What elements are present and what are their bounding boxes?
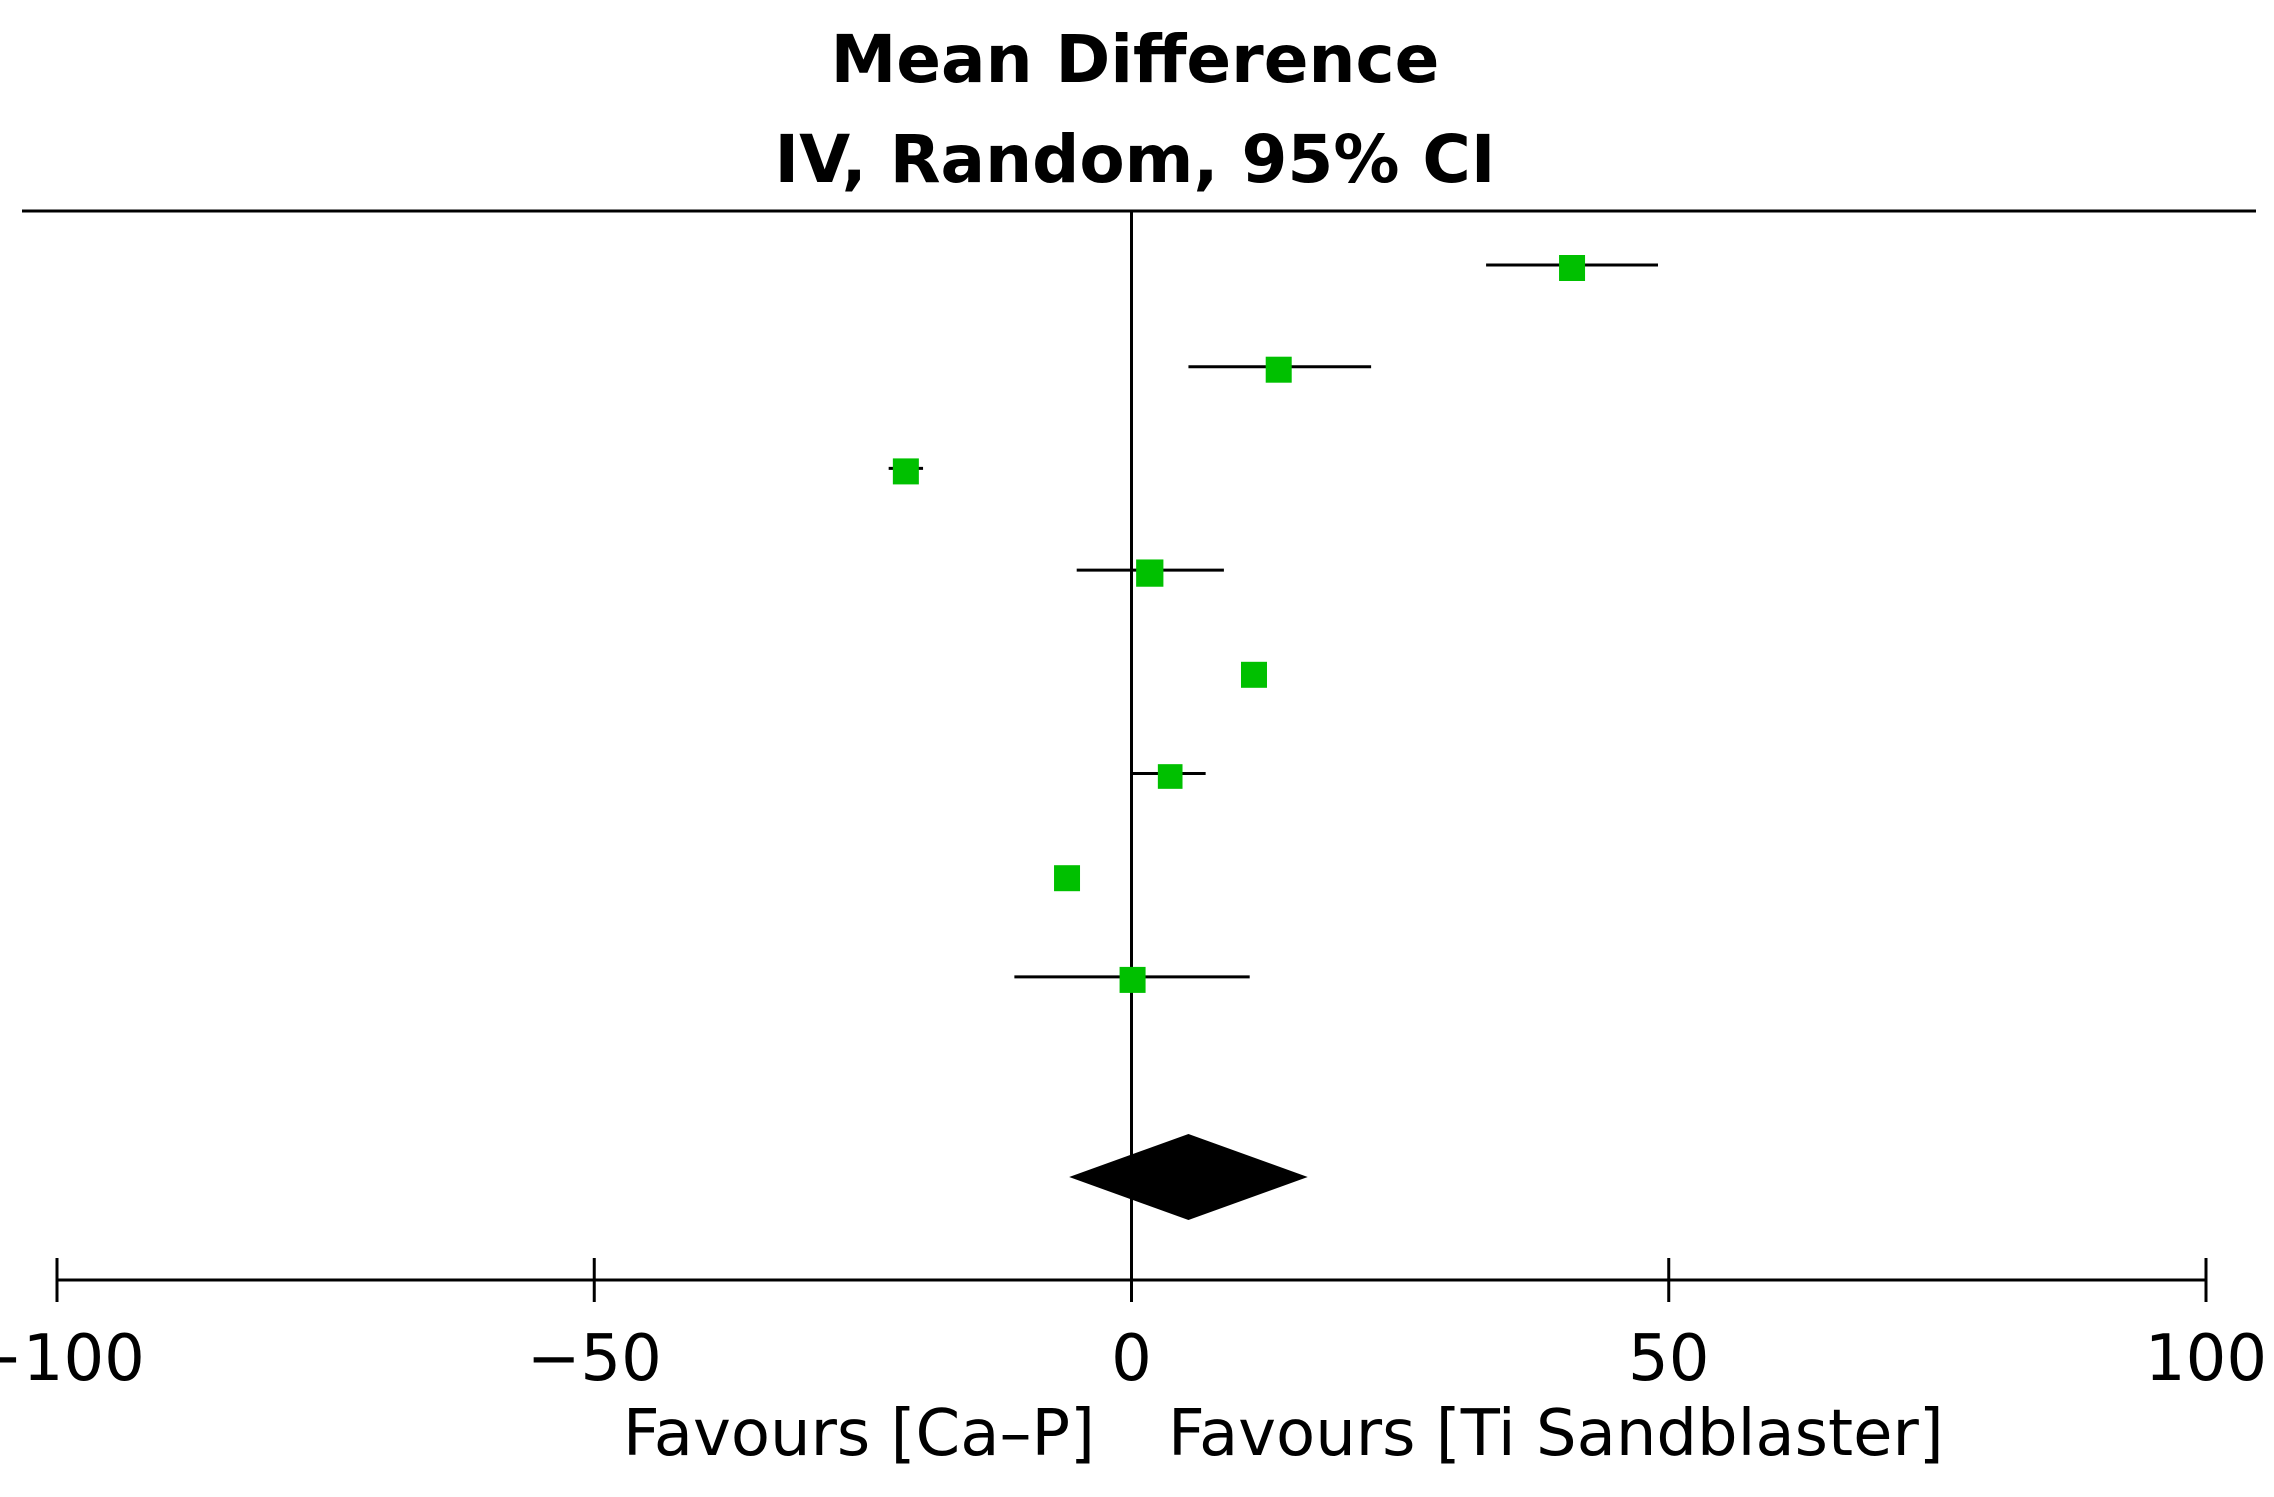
favours-right-label: Favours [Ti Sandblaster]: [1168, 1397, 1944, 1471]
x-tick-label: 0: [1111, 1322, 1152, 1396]
study-marker: [1559, 255, 1586, 281]
x-tick-label: −100: [0, 1322, 145, 1396]
study-row: [888, 458, 924, 485]
study-row: [1076, 559, 1224, 587]
study-marker: [892, 458, 919, 485]
chart-marks: [888, 211, 1659, 1280]
pooled-diamond: [1069, 1134, 1308, 1220]
study-row: [1188, 356, 1372, 383]
study-marker: [1157, 764, 1183, 789]
x-axis: −100 −50 0 50 100: [0, 1258, 2267, 1396]
study-marker: [1119, 966, 1146, 993]
study-row: [1240, 661, 1267, 688]
chart-subtitle: IV, Random, 95% CI: [775, 121, 1496, 198]
x-tick-label: 50: [1628, 1322, 1709, 1396]
study-marker: [1136, 559, 1164, 587]
study-marker: [1265, 356, 1292, 383]
study-marker: [1240, 661, 1267, 688]
study-row: [1131, 764, 1206, 789]
x-tick-label: −50: [527, 1322, 662, 1396]
study-marker: [1054, 865, 1081, 892]
study-row: [1014, 966, 1250, 993]
study-row: [1486, 255, 1659, 281]
study-row: [1054, 865, 1081, 892]
x-tick-label: 100: [2145, 1322, 2267, 1396]
chart-title: Mean Difference: [831, 21, 1440, 98]
favours-left-label: Favours [Ca–P]: [623, 1397, 1095, 1471]
